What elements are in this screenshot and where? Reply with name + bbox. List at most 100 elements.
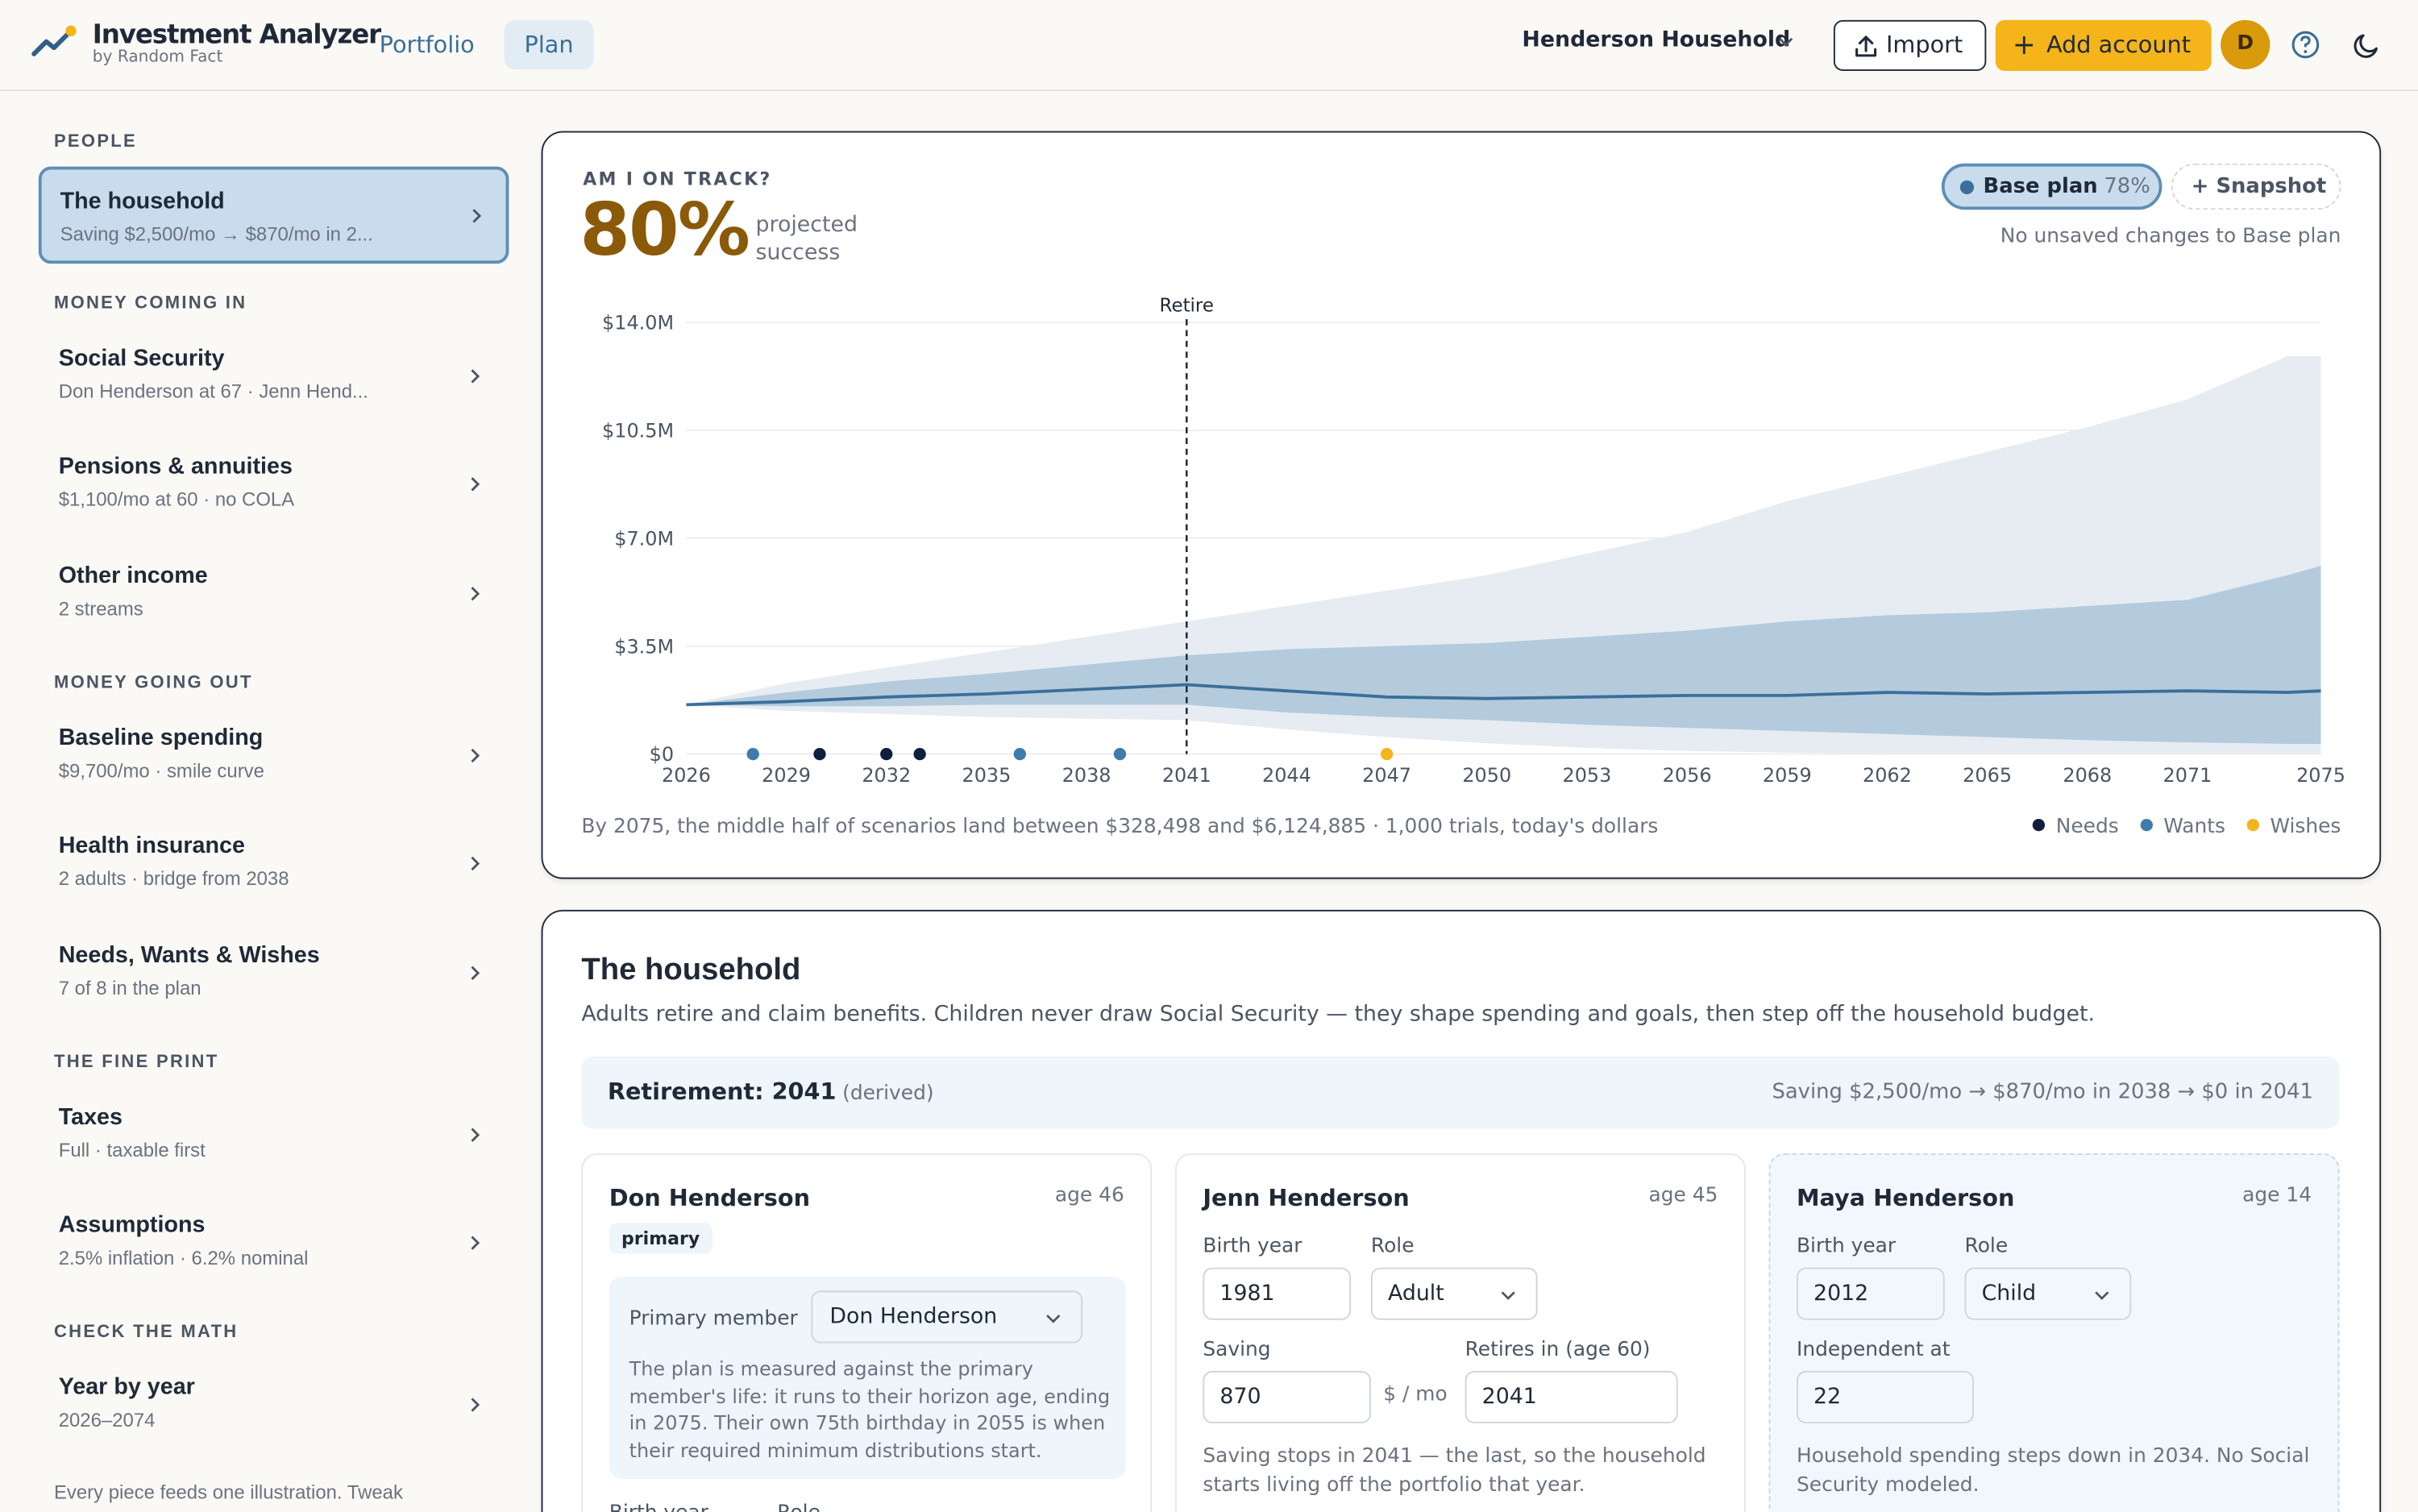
plus-icon: + [2191, 174, 2209, 199]
sidebar-item-title: Year by year [58, 1373, 195, 1401]
retirement-bar: Retirement: 2041 (derived) Saving $2,500/… [581, 1056, 2340, 1129]
success-label: projected success [755, 213, 858, 266]
retirement-note: (derived) [842, 1082, 934, 1106]
avatar[interactable]: D [2221, 19, 2271, 70]
retirement-year: Retirement: 2041 (derived) [607, 1078, 934, 1106]
chevron-down-icon [1501, 1291, 1515, 1300]
sidebar-item-other-income[interactable]: Other income 2 streams [39, 546, 509, 643]
sidebar-item-sub: Don Henderson at 67 · Jenn Hend... [58, 380, 368, 403]
add-account-button[interactable]: + Add account [1995, 19, 2212, 72]
sidebar: PEOPLE The household Saving $2,500/mo → … [0, 93, 540, 1512]
chart-summary: By 2075, the middle half of scenarios la… [581, 816, 1659, 839]
sidebar-item-pensions[interactable]: Pensions & annuities $1,100/mo at 60 · n… [39, 436, 509, 534]
import-button[interactable]: Import [1833, 19, 1987, 72]
legend-wishes: Wishes [2246, 816, 2341, 839]
sidebar-item-sub: Full · taxable first [58, 1139, 206, 1161]
x-tick-label: 2041 [1162, 764, 1211, 787]
sidebar-item-sub: 2 streams [58, 598, 143, 621]
goal-dot-needs [913, 747, 926, 761]
chevron-right-icon [471, 586, 480, 601]
moon-icon[interactable] [2352, 29, 2383, 60]
goal-dot-wants [1013, 747, 1026, 761]
chevron-right-icon [471, 1398, 480, 1412]
snapshot-button[interactable]: + Snapshot [2171, 163, 2341, 210]
role-label: Role [1370, 1235, 1415, 1259]
sidebar-item-sub: $9,700/mo · smile curve [58, 760, 264, 783]
role-select[interactable]: Child [1964, 1267, 2132, 1320]
member-note: Saving stops in 2041 — the last, so the … [1203, 1444, 1706, 1497]
sidebar-item-title: Pensions & annuities [58, 453, 293, 480]
section-fine-print: THE FINE PRINT [53, 1053, 219, 1072]
tab-plan[interactable]: Plan [504, 19, 594, 70]
x-tick-label: 2068 [2063, 764, 2112, 787]
help-icon[interactable] [2290, 29, 2320, 60]
tab-portfolio[interactable]: Portfolio [379, 31, 475, 59]
role-select[interactable]: Adult [1370, 1267, 1538, 1320]
primary-member-select[interactable]: Don Henderson [811, 1290, 1083, 1344]
birth-year-input[interactable]: 2012 [1796, 1267, 1945, 1320]
role-label: Role [1964, 1235, 2009, 1259]
chevron-down-icon [1046, 1315, 1061, 1323]
chevron-right-icon [471, 856, 480, 871]
sidebar-item-baseline-spending[interactable]: Baseline spending $9,700/mo · smile curv… [39, 708, 509, 805]
saving-label: Saving [1203, 1338, 1271, 1362]
primary-badge: primary [609, 1223, 713, 1254]
top-bar: Investment Analyzer by Random Fact Portf… [0, 0, 2418, 91]
saving-unit: $ / mo [1383, 1383, 1448, 1406]
app-subtitle: by Random Fact [92, 48, 223, 67]
upload-icon [1855, 35, 1877, 57]
x-tick-label: 2026 [662, 764, 711, 787]
y-tick-label: $3.5M [614, 635, 674, 658]
y-tick-label: $0 [650, 743, 674, 766]
x-tick-label: 2062 [1863, 764, 1912, 787]
x-tick-label: 2050 [1462, 764, 1511, 787]
household-selector[interactable]: Henderson Household [1522, 27, 1791, 53]
goal-dot-wishes [1380, 747, 1394, 761]
plan-dot-icon [1959, 180, 1975, 195]
independent-age-input[interactable]: 22 [1796, 1370, 1975, 1423]
unsaved-status: No unsaved changes to Base plan [2000, 225, 2341, 249]
member-note: Household spending steps down in 2034. N… [1796, 1444, 2310, 1497]
sidebar-item-taxes[interactable]: Taxes Full · taxable first [39, 1087, 509, 1185]
sidebar-item-social-security[interactable]: Social Security Don Henderson at 67 · Je… [39, 329, 509, 426]
x-tick-label: 2056 [1663, 764, 1712, 787]
sidebar-item-title: Other income [58, 563, 208, 589]
projection-chart: $0 $3.5M $7.0M $10.5M $14.0M 2026 2029 2032 2035… [602, 295, 2345, 787]
household-title: The household [581, 953, 801, 987]
snapshot-label: Snapshot [2216, 174, 2327, 199]
primary-member-label: Primary member [629, 1307, 798, 1331]
sidebar-item-year-by-year[interactable]: Year by year 2026–2074 [39, 1357, 509, 1455]
goal-dot-needs [880, 747, 893, 761]
sidebar-item-household[interactable]: The household Saving $2,500/mo → $870/mo… [38, 166, 509, 264]
chevron-down-icon[interactable] [1775, 31, 1797, 52]
saving-input[interactable]: 870 [1203, 1370, 1371, 1423]
sidebar-item-sub: 2.5% inflation · 6.2% nominal [58, 1247, 309, 1269]
member-age: age 45 [1648, 1184, 1718, 1208]
chevron-down-icon [2095, 1291, 2109, 1300]
primary-member-box: Primary member Don Henderson The plan is… [609, 1277, 1126, 1479]
independent-label: Independent at [1796, 1338, 1951, 1362]
sidebar-item-health-insurance[interactable]: Health insurance 2 adults · bridge from … [39, 816, 509, 913]
section-people: PEOPLE [53, 132, 138, 152]
member-name: Don Henderson [609, 1184, 811, 1212]
on-track-heading: AM I ON TRACK? [583, 168, 772, 190]
base-plan-pill[interactable]: Base plan 78% [1941, 163, 2162, 210]
sidebar-item-sub: 2026–2074 [58, 1409, 156, 1431]
base-plan-pct: 78% [2104, 174, 2150, 199]
sidebar-item-sub: Saving $2,500/mo → $870/mo in 2... [60, 223, 373, 246]
sidebar-item-assumptions[interactable]: Assumptions 2.5% inflation · 6.2% nomina… [39, 1195, 509, 1293]
success-percent: 80% [580, 188, 750, 273]
sidebar-item-title: Assumptions [58, 1211, 206, 1239]
section-money-out: MONEY GOING OUT [53, 674, 253, 693]
birth-year-label: Birth year [1203, 1235, 1302, 1259]
role-label: Role [777, 1502, 821, 1512]
sidebar-item-sub: $1,100/mo at 60 · no COLA [58, 488, 295, 511]
sidebar-item-needs-wants-wishes[interactable]: Needs, Wants & Wishes 7 of 8 in the plan [39, 925, 509, 1023]
member-card-jenn: Jenn Henderson age 45 Birth year Role 19… [1174, 1153, 1746, 1512]
retire-year-input[interactable]: 2041 [1465, 1370, 1678, 1423]
on-track-card: AM I ON TRACK? 80% projected success Bas… [541, 131, 2382, 879]
app-logo[interactable]: Investment Analyzer by Random Fact [31, 20, 381, 66]
birth-year-input[interactable]: 1981 [1203, 1267, 1352, 1320]
section-check-math: CHECK THE MATH [53, 1323, 239, 1342]
goal-dot-needs [813, 747, 826, 761]
